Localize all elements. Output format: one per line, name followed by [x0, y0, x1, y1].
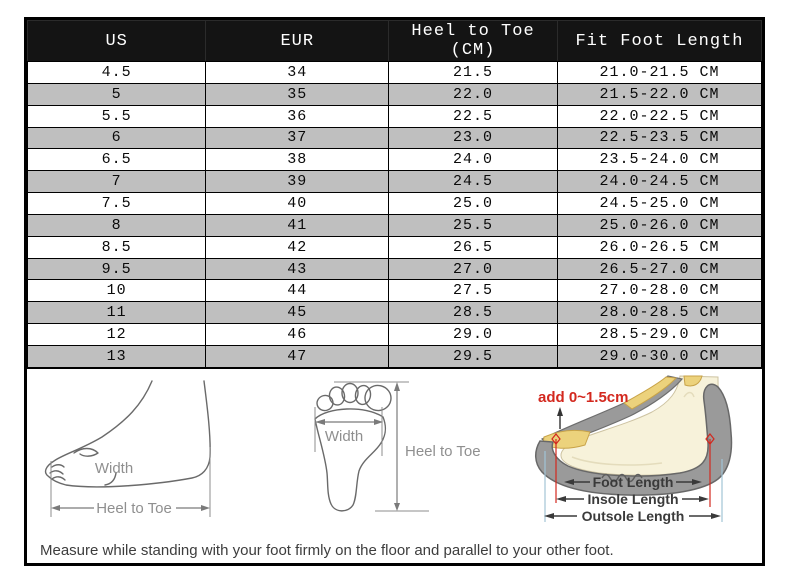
table-cell: 5 [26, 82, 207, 106]
table-cell: 8 [26, 213, 207, 237]
table-cell: 10 [26, 279, 207, 303]
table-cell: 43 [205, 257, 390, 281]
table-cell: 46 [205, 323, 390, 346]
foot-shading [571, 391, 695, 466]
table-cell: 47 [205, 344, 390, 369]
table-cell: 22.5-23.5 CM [556, 126, 763, 150]
column-header-fit-foot-length: Fit Foot Length [556, 20, 763, 62]
table-cell: 28.0-28.5 CM [556, 301, 763, 325]
table-row: 12 46 29.0 28.5-29.0 CM [26, 323, 763, 346]
insole-heel-patch [683, 375, 703, 387]
table-cell: 22.0-22.5 CM [556, 104, 763, 128]
table-header-row: US EUR Heel to Toe (CM) Fit Foot Length [26, 20, 763, 62]
footprint-diagram: Width Heel to Toe [314, 381, 481, 512]
table-cell: 7.5 [26, 192, 207, 215]
column-header-heel-to-toe: Heel to Toe (CM) [388, 20, 558, 62]
table-cell: 25.0-26.0 CM [556, 213, 763, 237]
table-row: 8.5 42 26.5 26.0-26.5 CM [26, 235, 763, 259]
table-cell: 40 [205, 192, 390, 215]
table-cell: 5.5 [26, 104, 207, 128]
table-cell: 21.5-22.0 CM [556, 82, 763, 106]
foot-length-label: Foot Length [593, 474, 674, 490]
table-cell: 23.0 [388, 126, 558, 150]
table-cell: 45 [205, 301, 390, 325]
side-foot-heel-to-toe-label: Heel to Toe [96, 500, 172, 517]
insole-length-label: Insole Length [588, 491, 679, 507]
table-cell: 29.0-30.0 CM [556, 344, 763, 369]
table-cell: 26.5-27.0 CM [556, 257, 763, 281]
table-cell: 26.5 [388, 235, 558, 259]
table-row: 6 37 23.0 22.5-23.5 CM [26, 126, 763, 150]
table-cell: 44 [205, 279, 390, 303]
table-cell: 42 [205, 235, 390, 259]
table-row: 10 44 27.5 27.0-28.0 CM [26, 279, 763, 303]
table-cell: 27.5 [388, 279, 558, 303]
add-allowance-label: add 0~1.5cm [538, 389, 628, 406]
table-cell: 35 [205, 82, 390, 106]
table-cell: 6.5 [26, 148, 207, 172]
table-row: 5 35 22.0 21.5-22.0 CM [26, 82, 763, 106]
footprint-heel-to-toe-label: Heel to Toe [405, 443, 481, 460]
column-header-us: US [26, 20, 207, 62]
footprint-outline [314, 408, 387, 512]
table-cell: 22.5 [388, 104, 558, 128]
table-cell: 6 [26, 126, 207, 150]
size-chart-table: US EUR Heel to Toe (CM) Fit Foot Length … [26, 20, 763, 369]
table-row: 11 45 28.5 28.0-28.5 CM [26, 301, 763, 325]
table-cell: 41 [205, 213, 390, 237]
table-body: 4.5 34 21.5 21.0-21.5 CM 5 35 22.0 21.5-22.0 CM… [26, 61, 763, 369]
table-cell: 27.0-28.0 CM [556, 279, 763, 303]
footprint-width-label: Width [325, 428, 363, 445]
size-chart-panel: US EUR Heel to Toe (CM) Fit Foot Length … [24, 17, 765, 566]
footprint-toes [316, 382, 392, 412]
table-cell: 38 [205, 148, 390, 172]
table-cell: 21.0-21.5 CM [556, 61, 763, 84]
table-cell: 23.5-24.0 CM [556, 148, 763, 172]
table-row: 8 41 25.5 25.0-26.0 CM [26, 213, 763, 237]
table-row: 5.5 36 22.5 22.0-22.5 CM [26, 104, 763, 128]
table-cell: 22.0 [388, 82, 558, 106]
table-cell: 34 [205, 61, 390, 84]
table-cell: 11 [26, 301, 207, 325]
outsole-length-label: Outsole Length [582, 508, 685, 524]
table-cell: 24.0 [388, 148, 558, 172]
table-cell: 25.0 [388, 192, 558, 215]
side-foot-instep-curl [73, 447, 99, 457]
side-foot-diagram: Width Heel to Toe [44, 380, 211, 517]
table-cell: 7 [26, 170, 207, 194]
column-header-eur: EUR [205, 20, 390, 62]
table-cell: 27.0 [388, 257, 558, 281]
table-row: 7.5 40 25.0 24.5-25.0 CM [26, 192, 763, 215]
table-cell: 26.0-26.5 CM [556, 235, 763, 259]
table-row: 4.5 34 21.5 21.0-21.5 CM [26, 61, 763, 84]
table-cell: 24.5-25.0 CM [556, 192, 763, 215]
table-cell: 37 [205, 126, 390, 150]
side-foot-width-label: Width [95, 460, 133, 477]
outsole-tread [601, 473, 643, 483]
table-cell: 24.5 [388, 170, 558, 194]
table-cell: 4.5 [26, 61, 207, 84]
measurement-note: Measure while standing with your foot fi… [40, 542, 614, 559]
table-cell: 8.5 [26, 235, 207, 259]
table-row: 13 47 29.5 29.0-30.0 CM [26, 344, 763, 369]
table-cell: 9.5 [26, 257, 207, 281]
table-row: 7 39 24.5 24.0-24.5 CM [26, 170, 763, 194]
insole-top-edge [623, 376, 678, 410]
table-row: 6.5 38 24.0 23.5-24.0 CM [26, 148, 763, 172]
table-cell: 36 [205, 104, 390, 128]
table-cell: 13 [26, 344, 207, 369]
table-cell: 29.5 [388, 344, 558, 369]
table-row: 9.5 43 27.0 26.5-27.0 CM [26, 257, 763, 281]
table-cell: 21.5 [388, 61, 558, 84]
table-cell: 28.5-29.0 CM [556, 323, 763, 346]
table-cell: 29.0 [388, 323, 558, 346]
table-cell: 24.0-24.5 CM [556, 170, 763, 194]
table-cell: 12 [26, 323, 207, 346]
table-cell: 28.5 [388, 301, 558, 325]
width-pointer [104, 472, 117, 486]
table-cell: 39 [205, 170, 390, 194]
side-foot-toe-lines [49, 464, 66, 481]
shoe-cross-section-diagram: add 0~1.5cm Foot Length Insole Length Ou… [535, 375, 733, 524]
table-cell: 25.5 [388, 213, 558, 237]
